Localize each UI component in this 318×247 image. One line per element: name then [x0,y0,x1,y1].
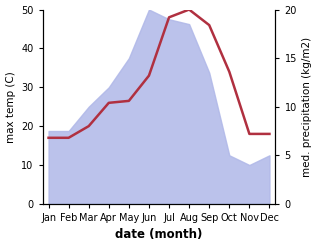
X-axis label: date (month): date (month) [115,228,203,242]
Y-axis label: med. precipitation (kg/m2): med. precipitation (kg/m2) [302,37,313,177]
Y-axis label: max temp (C): max temp (C) [5,71,16,143]
